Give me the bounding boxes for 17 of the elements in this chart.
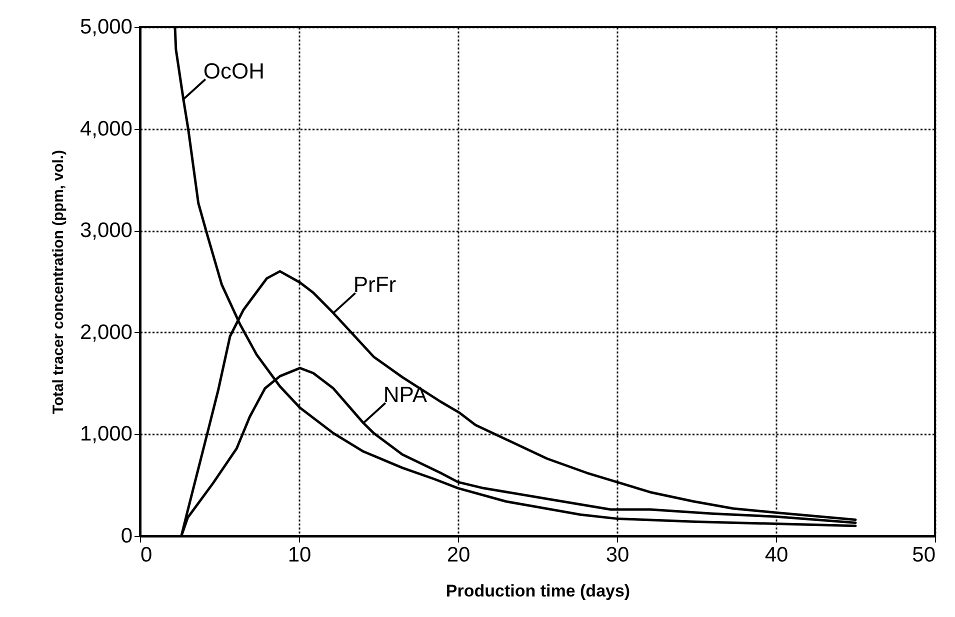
x-tick-label: 20 — [446, 544, 470, 566]
x-tick-label: 0 — [140, 544, 152, 566]
y-axis-title: Total tracer concentration (ppm, vol.) — [50, 150, 67, 414]
annotation: PrFr — [353, 272, 396, 298]
y-tick-label: 3,000 — [80, 219, 132, 242]
x-tick-label: 40 — [764, 544, 788, 566]
y-tick-label: 5,000 — [80, 16, 132, 38]
y-tick-label: 0 — [120, 524, 132, 548]
y-tick-label: 1,000 — [80, 422, 132, 446]
x-tick-label: 10 — [288, 544, 312, 566]
y-tick-label: 2,000 — [80, 320, 132, 344]
x-axis-title: Production time (days) — [446, 582, 630, 600]
annotation: NPA — [383, 382, 428, 407]
x-tick-label: 50 — [912, 544, 936, 566]
y-tick-label: 4,000 — [80, 117, 132, 140]
annotation: OcOH — [203, 58, 265, 84]
x-tick-label: 30 — [606, 544, 630, 566]
